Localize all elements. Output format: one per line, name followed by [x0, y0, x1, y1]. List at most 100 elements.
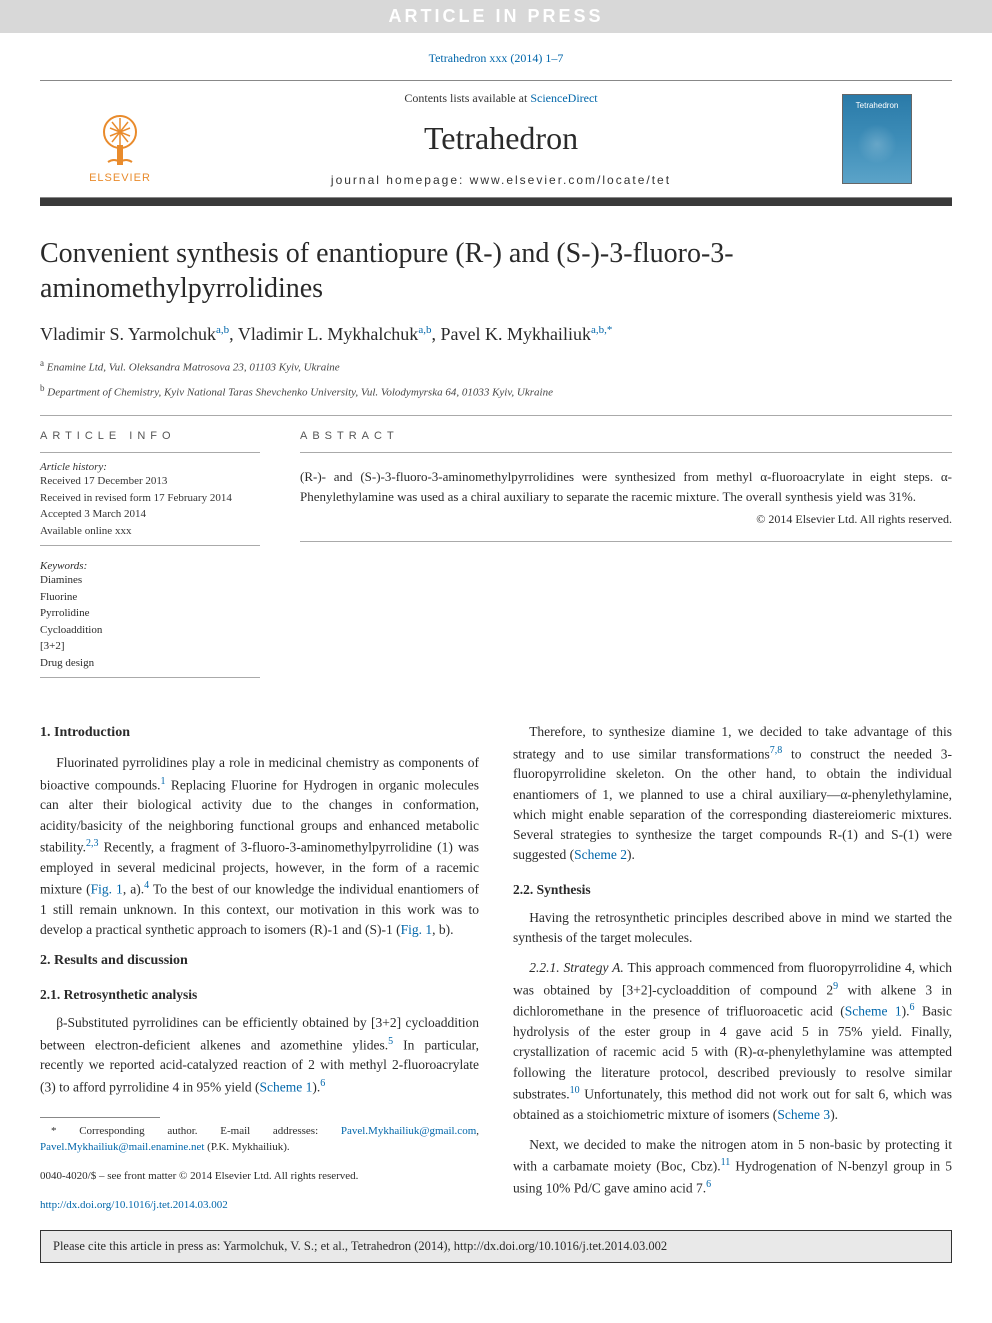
- journal-header: ELSEVIER Contents lists available at Sci…: [40, 80, 952, 198]
- synth-para-1: Having the retrosynthetic principles des…: [513, 908, 952, 949]
- history-received: Received 17 December 2013: [40, 473, 260, 490]
- text: to construct the needed 3-fluoropyrrolid…: [513, 746, 952, 862]
- author-3: Pavel K. Mykhailiuk: [440, 324, 591, 344]
- journal-homepage: journal homepage: www.elsevier.com/locat…: [160, 173, 842, 187]
- article-title: Convenient synthesis of enantiopure (R-)…: [40, 236, 952, 306]
- ref-link[interactable]: 7,8: [770, 745, 783, 756]
- footnote-rule: [40, 1117, 160, 1118]
- keyword: [3+2]: [40, 638, 260, 655]
- retro-para-1: β-Substituted pyrrolidines can be effici…: [40, 1013, 479, 1097]
- author-1-aff[interactable]: a,b: [216, 324, 229, 336]
- divider: [300, 541, 952, 542]
- affil-a-sup: a: [40, 358, 44, 368]
- history-revised: Received in revised form 17 February 201…: [40, 490, 260, 507]
- doi-link[interactable]: http://dx.doi.org/10.1016/j.tet.2014.03.…: [40, 1199, 228, 1211]
- contents-prefix: Contents lists available at: [404, 91, 530, 105]
- text: Unfortunately, this method did not work …: [513, 1086, 952, 1121]
- in-press-banner: ARTICLE IN PRESS: [0, 0, 992, 33]
- affil-b-text: Department of Chemistry, Kyiv National T…: [47, 387, 553, 399]
- text: , a).: [123, 881, 144, 896]
- text: ,: [476, 1125, 479, 1137]
- author-3-aff[interactable]: a,b,: [591, 324, 607, 336]
- abstract-col: ABSTRACT (R-)- and (S-)-3-fluoro-3-amino…: [300, 430, 952, 686]
- keyword: Cycloaddition: [40, 622, 260, 639]
- history-online: Available online xxx: [40, 523, 260, 540]
- abstract-copyright: © 2014 Elsevier Ltd. All rights reserved…: [300, 512, 952, 527]
- contents-available-line: Contents lists available at ScienceDirec…: [160, 91, 842, 106]
- article-info-col: ARTICLE INFO Article history: Received 1…: [40, 430, 260, 686]
- author-list: Vladimir S. Yarmolchuk a,b, Vladimir L. M…: [40, 324, 952, 345]
- ref-link[interactable]: 10: [570, 1085, 580, 1096]
- scheme-link[interactable]: Scheme 2: [574, 847, 627, 862]
- author-2-aff[interactable]: a,b: [418, 324, 431, 336]
- keyword: Fluorine: [40, 589, 260, 606]
- info-row: ARTICLE INFO Article history: Received 1…: [40, 430, 952, 686]
- affil-b-sup: b: [40, 383, 45, 393]
- corresponding-footnote: * Corresponding author. E-mail addresses…: [40, 1124, 479, 1155]
- text: (P.K. Mykhailiuk).: [204, 1141, 289, 1153]
- strategy-a-para-1: 2.2.1. Strategy A. This approach commenc…: [513, 958, 952, 1125]
- sciencedirect-link[interactable]: ScienceDirect: [530, 91, 597, 105]
- scheme-link[interactable]: Scheme 1: [259, 1079, 312, 1094]
- article-content: Convenient synthesis of enantiopure (R-)…: [0, 206, 992, 1214]
- section-heading-2-1: 2.1. Retrosynthetic analysis: [40, 985, 479, 1005]
- ref-link[interactable]: 6: [706, 1179, 711, 1190]
- ref-link[interactable]: 11: [721, 1157, 731, 1168]
- elsevier-wordmark: ELSEVIER: [89, 172, 151, 184]
- abstract-text: (R-)- and (S-)-3-fluoro-3-aminomethylpyr…: [300, 467, 952, 506]
- footnote-label: Corresponding author. E-mail addresses:: [57, 1125, 341, 1137]
- text: ).: [902, 1004, 910, 1019]
- scheme-link[interactable]: Scheme 1: [845, 1004, 902, 1019]
- footnote-block: * Corresponding author. E-mail addresses…: [40, 1117, 479, 1214]
- cite-this-article-box: Please cite this article in press as: Ya…: [40, 1230, 952, 1263]
- doi-line: http://dx.doi.org/10.1016/j.tet.2014.03.…: [40, 1198, 479, 1213]
- section-heading-2: 2. Results and discussion: [40, 950, 479, 971]
- author-1: Vladimir S. Yarmolchuk: [40, 324, 216, 344]
- strategy-a-para-2: Next, we decided to make the nitrogen at…: [513, 1135, 952, 1199]
- divider: [40, 545, 260, 546]
- affiliation-a: a Enamine Ltd, Vul. Oleksandra Matrosova…: [40, 357, 952, 376]
- author-2: Vladimir L. Mykhalchuk: [238, 324, 418, 344]
- homepage-url[interactable]: www.elsevier.com/locate/tet: [470, 173, 671, 187]
- divider: [40, 415, 952, 416]
- keywords-label: Keywords:: [40, 560, 260, 572]
- text: ).: [627, 847, 635, 862]
- divider: [300, 452, 952, 453]
- affiliation-b: b Department of Chemistry, Kyiv National…: [40, 382, 952, 401]
- article-info-label: ARTICLE INFO: [40, 430, 260, 442]
- intro-para-1: Fluorinated pyrrolidines play a role in …: [40, 753, 479, 940]
- keyword: Pyrrolidine: [40, 605, 260, 622]
- text: , b).: [432, 922, 453, 937]
- runin-heading: 2.2.1. Strategy A.: [529, 960, 624, 975]
- keyword: Diamines: [40, 572, 260, 589]
- journal-cover-thumb: Tetrahedron: [842, 94, 912, 184]
- cover-title: Tetrahedron: [856, 101, 899, 110]
- email-link[interactable]: Pavel.Mykhailiuk@mail.enamine.net: [40, 1141, 204, 1153]
- elsevier-tree-icon: [90, 110, 150, 170]
- abstract-label: ABSTRACT: [300, 430, 952, 442]
- divider: [40, 677, 260, 678]
- ref-link[interactable]: 2,3: [86, 838, 99, 849]
- section-heading-2-2: 2.2. Synthesis: [513, 880, 952, 900]
- body-two-column: 1. Introduction Fluorinated pyrrolidines…: [40, 722, 952, 1214]
- scheme-link[interactable]: Scheme 3: [777, 1107, 830, 1122]
- cover-art-icon: [857, 124, 897, 164]
- history-label: Article history:: [40, 461, 260, 473]
- section-heading-1: 1. Introduction: [40, 722, 479, 743]
- corresponding-star-icon[interactable]: *: [607, 324, 613, 336]
- header-rule: [40, 198, 952, 206]
- figure-link[interactable]: Fig. 1: [401, 922, 433, 937]
- keyword: Drug design: [40, 655, 260, 672]
- top-citation: Tetrahedron xxx (2014) 1–7: [0, 33, 992, 80]
- email-link[interactable]: Pavel.Mykhailiuk@gmail.com: [341, 1125, 476, 1137]
- elsevier-logo: ELSEVIER: [80, 94, 160, 184]
- history-accepted: Accepted 3 March 2014: [40, 506, 260, 523]
- divider: [40, 452, 260, 453]
- text: ).: [830, 1107, 838, 1122]
- homepage-prefix: journal homepage:: [331, 173, 470, 187]
- front-matter-line: 0040-4020/$ – see front matter © 2014 El…: [40, 1169, 479, 1184]
- ref-link[interactable]: 6: [320, 1078, 325, 1089]
- figure-link[interactable]: Fig. 1: [91, 881, 123, 896]
- col2-para-1: Therefore, to synthesize diamine 1, we d…: [513, 722, 952, 865]
- affil-a-text: Enamine Ltd, Vul. Oleksandra Matrosova 2…: [47, 362, 340, 374]
